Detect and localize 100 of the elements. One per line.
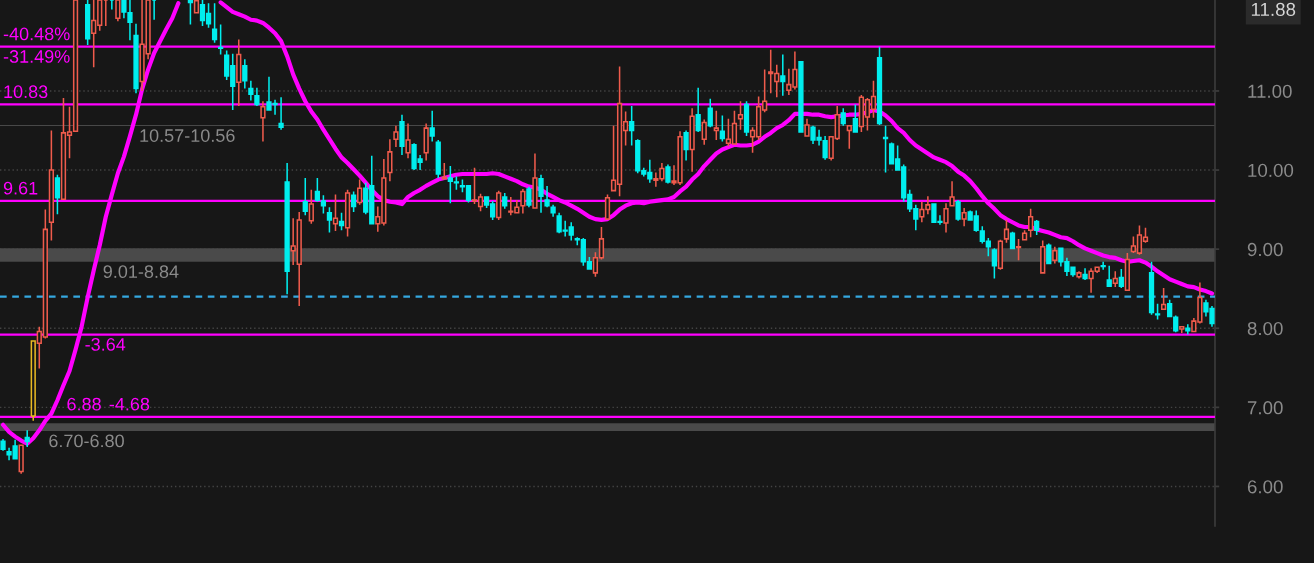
candlestick	[707, 98, 713, 129]
candlestick	[441, 162, 447, 181]
candlestick	[1003, 219, 1010, 244]
candlestick	[496, 189, 502, 221]
candlestick	[526, 185, 532, 209]
candlestick	[1015, 238, 1022, 261]
candlestick	[115, 0, 121, 23]
ref-line-label: 9.61	[3, 181, 38, 195]
annotation: -40.48%	[3, 27, 70, 41]
candlestick	[405, 122, 411, 159]
candlestick	[544, 185, 550, 209]
candlestick	[1160, 287, 1167, 311]
candlestick	[701, 118, 707, 146]
band-label: 9.01-8.84	[103, 265, 179, 279]
candlestick	[248, 79, 254, 102]
candlestick	[991, 247, 998, 280]
candlestick	[502, 192, 508, 210]
candlestick	[393, 125, 399, 148]
candlestick	[604, 193, 611, 221]
candlestick	[1034, 219, 1040, 236]
candlestick	[308, 189, 314, 225]
candlestick	[350, 190, 357, 213]
candlestick	[1106, 265, 1112, 288]
candlestick	[689, 107, 695, 173]
candlestick	[1076, 270, 1082, 280]
candlestick	[1100, 261, 1106, 271]
y-tick-label: 7.00	[1247, 401, 1283, 415]
candlestick	[665, 163, 671, 185]
candlestick	[1112, 270, 1118, 288]
candlestick	[187, 0, 194, 26]
candlestick	[284, 162, 290, 296]
candlestick	[550, 204, 556, 218]
candlestick	[840, 107, 846, 127]
candlestick	[151, 0, 157, 21]
candlestick	[1148, 261, 1155, 316]
candlestick	[18, 444, 24, 475]
candlestick	[846, 124, 852, 150]
y-tick-label: 6.00	[1247, 480, 1283, 494]
candlestick	[211, 2, 218, 44]
candlestick	[260, 100, 266, 143]
candlestick	[344, 189, 351, 238]
candlestick	[520, 188, 526, 215]
candlestick	[713, 109, 719, 141]
candlestick	[695, 87, 701, 133]
candlestick	[85, 0, 91, 46]
candlestick	[538, 174, 544, 214]
candlestick	[719, 114, 725, 143]
candlestick	[955, 199, 961, 222]
candlestick	[24, 429, 30, 448]
candlestick	[242, 58, 248, 90]
candlestick	[780, 53, 786, 97]
band-label: 6.70-6.80	[49, 434, 124, 448]
y-tick-label: 9.00	[1247, 242, 1283, 257]
candlestick	[429, 109, 435, 143]
candlestick	[683, 129, 689, 162]
candlestick	[435, 139, 441, 179]
annotation: -4.68	[109, 397, 150, 411]
annotation: -3.64	[85, 338, 126, 351]
candlestick	[876, 45, 883, 126]
candlestick	[1021, 229, 1028, 242]
candlestick	[743, 100, 750, 137]
candlestick	[326, 206, 333, 234]
y-tick-label: 8.00	[1247, 321, 1283, 336]
candlestick	[278, 96, 284, 131]
candlestick	[1124, 252, 1130, 292]
ref-line-label: 10.83	[4, 85, 48, 99]
candlestick	[804, 117, 810, 138]
candlestick	[852, 103, 858, 133]
candlestick	[302, 177, 308, 216]
candlestick	[1185, 323, 1191, 336]
candlestick	[54, 174, 61, 216]
candlestick	[236, 38, 242, 107]
ref-line-label: 6.88	[67, 397, 101, 411]
band-label: 10.57-10.56	[140, 129, 235, 142]
candlestick	[1027, 208, 1034, 239]
candlestick	[193, 0, 200, 14]
candlestick	[949, 180, 955, 207]
candlestick	[1154, 302, 1161, 321]
annotation: -31.49%	[3, 50, 70, 63]
text: 11.88	[1251, 2, 1296, 17]
candlestick	[0, 438, 6, 452]
candlestick	[338, 212, 345, 231]
candlestick	[48, 129, 55, 242]
candlestick	[961, 207, 967, 227]
candlestick	[1046, 242, 1052, 265]
candlestick	[133, 22, 139, 95]
y-tick-label: 11.00	[1248, 84, 1292, 98]
candlestick	[423, 122, 429, 162]
candlestick	[387, 138, 393, 182]
candlestick	[737, 100, 744, 131]
candlestick	[1179, 325, 1185, 334]
candlestick	[798, 60, 804, 133]
candlestick	[1040, 239, 1046, 274]
candlestick	[1052, 246, 1058, 265]
candlestick	[882, 125, 889, 174]
candlestick	[1009, 230, 1016, 250]
candlestick	[1118, 268, 1124, 289]
candlestick	[103, 0, 109, 27]
candlestick	[217, 23, 224, 56]
candlestick	[357, 178, 363, 206]
